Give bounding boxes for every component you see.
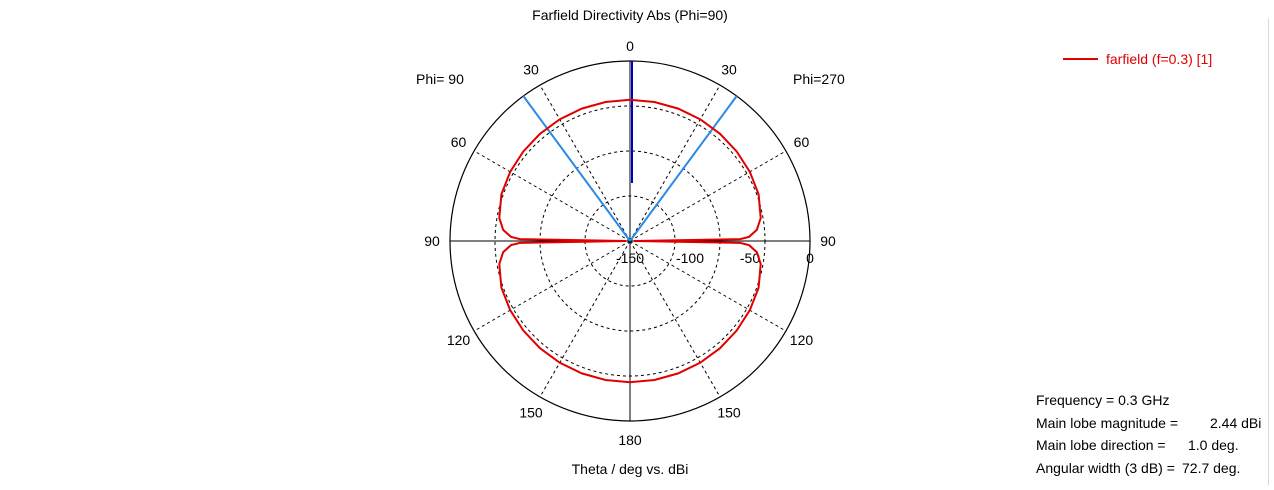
angle-tick-right: 30 [721,62,737,78]
right-edge-divider [1268,18,1269,485]
angle-tick-right: 90 [820,233,836,249]
beamwidth-line-right [629,95,738,242]
angle-tick-right: 150 [717,404,741,420]
phi-left-label: Phi= 90 [416,71,464,87]
info-magnitude-label: Main lobe magnitude = [1036,414,1179,431]
grid-spoke [629,150,787,242]
polar-grid [449,60,811,422]
angle-tick-labels: 0 180 30 30 60 60 90 90 120 120 150 150 [424,38,836,448]
series-layer [498,98,762,384]
angle-tick-left: 120 [447,332,471,348]
series-line [498,98,631,384]
angle-tick-right: 60 [794,134,810,150]
angle-tick-bottom: 180 [618,432,642,448]
radial-tick: 0 [806,250,814,266]
info-direction-value: 1.0 deg. [1188,437,1239,453]
info-row-angular-width: Angular width (3 dB) = 72.7 deg. [1036,457,1261,480]
grid-spoke [629,240,787,332]
angle-tick-left: 30 [523,62,539,78]
info-row-main-lobe-magnitude: Main lobe magnitude = 2.44 dBi [1036,412,1261,435]
grid-spoke [539,240,631,398]
grid-spoke [473,150,631,242]
info-magnitude-value: 2.44 dBi [1210,414,1262,431]
grid-spoke [629,84,721,242]
radial-tick-labels: -150 -100 -50 0 [616,250,814,266]
info-row-main-lobe-direction: Main lobe direction = 1.0 deg. [1036,434,1261,457]
x-axis-label: Theta / deg vs. dBi [572,461,689,477]
phi-right-label: Phi=270 [793,71,845,87]
angle-tick-left: 60 [451,134,467,150]
chart-title: Farfield Directivity Abs (Phi=90) [532,7,728,23]
grid-spoke [473,240,631,332]
legend-label: farfield (f=0.3) [1] [1106,51,1212,67]
info-panel: Frequency = 0.3 GHz Main lobe magnitude … [1036,389,1261,479]
radial-tick: -150 [616,250,644,266]
info-direction-label: Main lobe direction = [1036,437,1166,453]
angle-tick-left: 90 [424,233,440,249]
beamwidth-line-left [522,95,631,242]
radial-tick: -100 [676,250,704,266]
info-frequency-label: Frequency = 0.3 GHz [1036,392,1170,408]
info-row-frequency: Frequency = 0.3 GHz [1036,389,1261,412]
radial-tick: -50 [740,250,760,266]
legend: farfield (f=0.3) [1] [1063,51,1212,67]
series-line [629,98,762,384]
angle-tick-left: 150 [519,404,543,420]
grid-spoke [629,240,721,398]
info-width-value: 72.7 deg. [1182,459,1241,476]
grid-spoke [539,84,631,242]
beam-markers [522,61,738,242]
angle-tick-right: 120 [790,332,814,348]
info-width-label: Angular width (3 dB) = [1036,459,1175,476]
angle-tick-top: 0 [626,38,634,54]
